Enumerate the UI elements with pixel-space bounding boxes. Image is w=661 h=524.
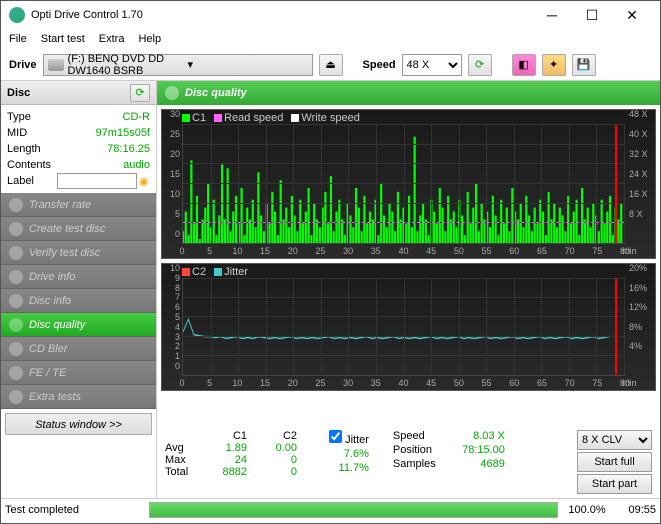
jitter-max: 11.7% — [329, 462, 369, 474]
minimize-button[interactable]: ─ — [532, 1, 572, 29]
speed-stat-value: 8.03 X — [450, 430, 505, 442]
sidebar-icon — [9, 246, 23, 260]
menu-file[interactable]: File — [9, 33, 27, 45]
sidebar-item-drive-info[interactable]: Drive info — [1, 265, 156, 289]
length-label: Length — [7, 143, 57, 155]
speed-selector[interactable]: 48 X — [402, 54, 462, 76]
jitter-checkbox[interactable] — [329, 430, 342, 443]
content-header: Disc quality — [185, 87, 247, 99]
contents-label: Contents — [7, 159, 57, 171]
max-c2: 0 — [255, 454, 305, 466]
avg-c1: 1.89 — [205, 442, 255, 454]
sidebar-icon — [9, 318, 23, 332]
samples-value: 4689 — [450, 458, 505, 470]
eject-button[interactable]: ⏏ — [319, 54, 343, 76]
close-button[interactable]: ✕ — [612, 1, 652, 29]
contents-value: audio — [57, 159, 150, 171]
length-value: 78:16.25 — [57, 143, 150, 155]
sidebar-icon — [9, 342, 23, 356]
label-apply-icon[interactable]: ◉ — [139, 175, 149, 188]
sidebar-item-transfer-rate[interactable]: Transfer rate — [1, 193, 156, 217]
c1-header: C1 — [205, 430, 255, 442]
label-input[interactable] — [57, 173, 137, 189]
drive-value: (F:) BENQ DVD DD DW1640 BSRB — [68, 53, 188, 77]
progress-percent: 100.0% — [562, 504, 612, 516]
max-c1: 24 — [205, 454, 255, 466]
sidebar-item-verify-test-disc[interactable]: Verify test disc — [1, 241, 156, 265]
label-label: Label — [7, 175, 57, 187]
window-title: Opti Drive Control 1.70 — [31, 9, 532, 21]
sidebar-icon — [9, 222, 23, 236]
sidebar-icon — [9, 390, 23, 404]
refresh-button[interactable]: ⟳ — [468, 54, 492, 76]
type-label: Type — [7, 111, 57, 123]
disc-panel-header: Disc — [7, 87, 130, 99]
drive-selector[interactable]: (F:) BENQ DVD DD DW1640 BSRB ▾ — [43, 54, 313, 76]
samples-label: Samples — [393, 458, 448, 470]
avg-label: Avg — [165, 442, 205, 454]
speed-stat-label: Speed — [393, 430, 448, 442]
sidebar-icon — [9, 366, 23, 380]
erase-button[interactable]: ◧ — [512, 54, 536, 76]
app-icon — [9, 7, 25, 23]
position-value: 78:15.00 — [450, 444, 505, 456]
refresh-disc-button[interactable]: ⟳ — [130, 84, 150, 102]
total-c2: 0 — [255, 466, 305, 478]
sidebar-item-create-test-disc[interactable]: Create test disc — [1, 217, 156, 241]
maximize-button[interactable]: ☐ — [572, 1, 612, 29]
menu-start-test[interactable]: Start test — [41, 33, 85, 45]
c2-header: C2 — [255, 430, 305, 442]
sidebar-icon — [9, 198, 23, 212]
max-label: Max — [165, 454, 205, 466]
chevron-down-icon: ▾ — [188, 58, 308, 71]
total-label: Total — [165, 466, 205, 478]
c1-chart: C1Read speedWrite speed 051015202530 8 X… — [161, 109, 656, 259]
mid-value: 97m15s05f — [57, 127, 150, 139]
jitter-avg: 7.6% — [329, 448, 369, 460]
position-label: Position — [393, 444, 448, 456]
sidebar-item-cd-bler[interactable]: CD Bler — [1, 337, 156, 361]
speed-label: Speed — [363, 59, 396, 71]
avg-c2: 0.00 — [255, 442, 305, 454]
sidebar-icon — [9, 294, 23, 308]
sidebar-item-fe-te[interactable]: FE / TE — [1, 361, 156, 385]
c2-chart: C2Jitter 012345678910 4%8%12%16%20% 0510… — [161, 263, 656, 391]
total-c1: 8882 — [205, 466, 255, 478]
save-button[interactable]: 💾 — [572, 54, 596, 76]
mid-label: MID — [7, 127, 57, 139]
sidebar-item-disc-info[interactable]: Disc info — [1, 289, 156, 313]
rate-selector[interactable]: 8 X CLV — [577, 430, 652, 450]
status-window-button[interactable]: Status window >> — [5, 413, 152, 435]
type-value: CD-R — [57, 111, 150, 123]
sidebar-icon — [9, 270, 23, 284]
disc-quality-icon — [165, 86, 179, 100]
drive-icon — [48, 59, 64, 71]
menu-extra[interactable]: Extra — [99, 33, 125, 45]
menu-help[interactable]: Help — [138, 33, 161, 45]
sidebar-item-extra-tests[interactable]: Extra tests — [1, 385, 156, 409]
start-full-button[interactable]: Start full — [577, 452, 652, 472]
status-message: Test completed — [5, 504, 145, 516]
progress-bar — [149, 502, 558, 518]
start-part-button[interactable]: Start part — [577, 474, 652, 494]
tool-button[interactable]: ✦ — [542, 54, 566, 76]
sidebar-item-disc-quality[interactable]: Disc quality — [1, 313, 156, 337]
jitter-label: Jitter — [345, 434, 369, 446]
drive-label: Drive — [9, 59, 37, 71]
elapsed-time: 09:55 — [616, 504, 656, 516]
